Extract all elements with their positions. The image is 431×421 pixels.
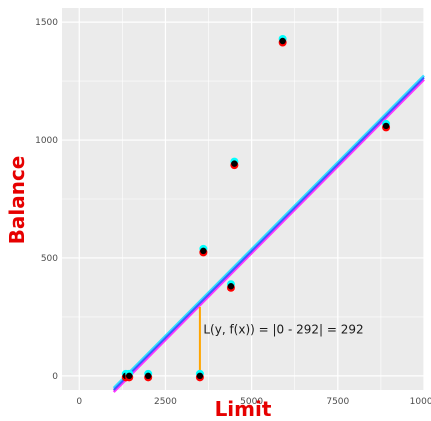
data-point [226, 280, 235, 292]
y-tick-labels: 0 500 1000 1500 [35, 18, 58, 382]
data-point-dot [279, 37, 286, 45]
points-group [121, 35, 391, 382]
fit-line-cyan [112, 74, 425, 389]
x-tick-label: 7500 [326, 397, 349, 407]
data-point-dot [382, 122, 390, 130]
y-tick-label: 1500 [35, 18, 58, 28]
data-point-dot [200, 247, 207, 255]
fit-line-magenta [112, 78, 425, 393]
grid [62, 8, 425, 390]
y-tick-label: 1000 [35, 136, 58, 146]
data-point [230, 157, 239, 170]
y-tick-label: 500 [41, 254, 58, 264]
x-tick-label: 2500 [154, 397, 177, 407]
data-point-dot [126, 372, 133, 380]
data-point [195, 369, 204, 382]
data-point [278, 35, 287, 47]
x-tick-label: 0 [76, 397, 82, 407]
fit-line [113, 76, 425, 391]
data-point [125, 369, 134, 382]
data-point [199, 244, 208, 257]
data-point-dot [196, 372, 204, 380]
y-tick-label: 0 [52, 372, 58, 382]
data-point-dot [231, 160, 238, 167]
data-point-dot [227, 283, 235, 290]
x-axis-title: Limit [215, 397, 272, 421]
x-tick-label: 5000 [240, 397, 263, 407]
data-point [382, 119, 391, 132]
data-point [144, 369, 153, 382]
fit-line-group [112, 74, 425, 393]
data-point-dot [144, 372, 152, 380]
y-axis-title: Balance [5, 156, 29, 245]
loss-annotation: L(y, f(x)) = |0 - 292| = 292 [203, 322, 363, 336]
